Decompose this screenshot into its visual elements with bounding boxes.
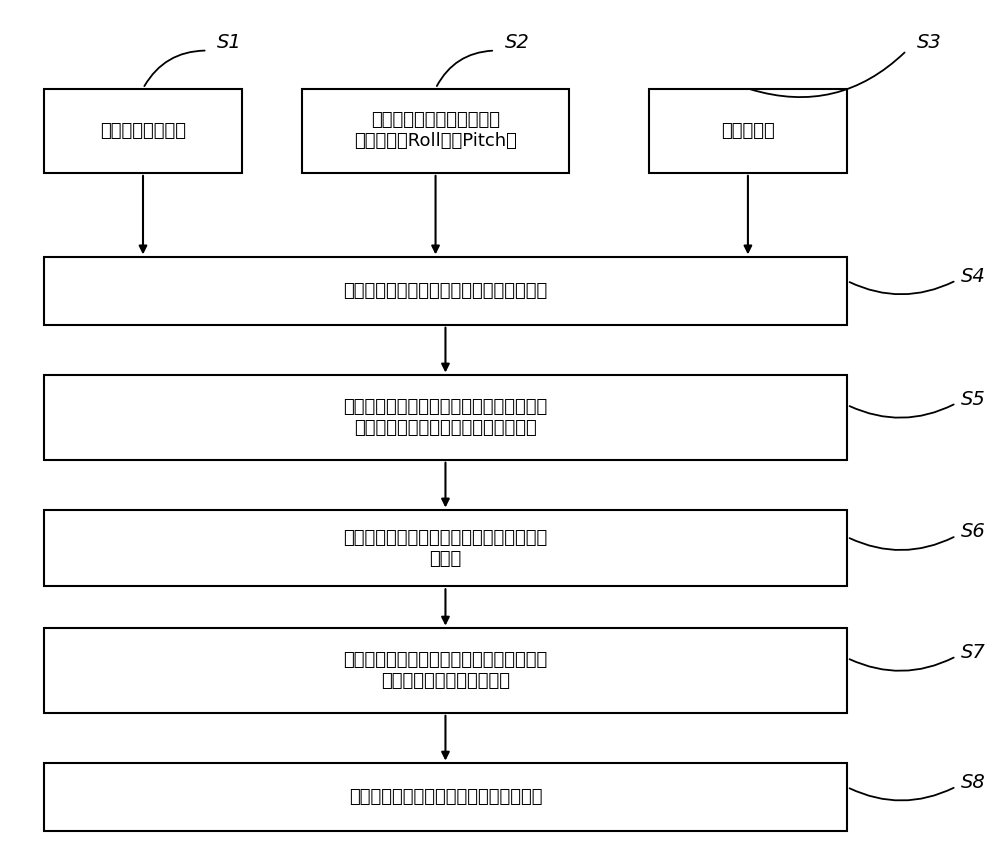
Text: S3: S3 bbox=[917, 32, 941, 52]
Text: 对于每两幅图像建立一个关于惯性传感器坐
标系到摄像机坐标系旋转矩阵的方程组: 对于每两幅图像建立一个关于惯性传感器坐 标系到摄像机坐标系旋转矩阵的方程组 bbox=[343, 398, 548, 437]
Text: 标定摄像头内参数: 标定摄像头内参数 bbox=[100, 122, 186, 140]
Text: S8: S8 bbox=[961, 773, 986, 792]
FancyBboxPatch shape bbox=[44, 257, 847, 325]
FancyBboxPatch shape bbox=[44, 376, 847, 460]
FancyBboxPatch shape bbox=[302, 89, 569, 173]
Text: 计算地磁坐标系到世界坐标系的旋转矩阵: 计算地磁坐标系到世界坐标系的旋转矩阵 bbox=[349, 788, 542, 806]
Text: S5: S5 bbox=[961, 389, 986, 408]
Text: S4: S4 bbox=[961, 267, 986, 285]
FancyBboxPatch shape bbox=[44, 510, 847, 586]
FancyBboxPatch shape bbox=[44, 89, 242, 173]
Text: S6: S6 bbox=[961, 522, 986, 541]
Text: S1: S1 bbox=[217, 32, 242, 52]
Text: S7: S7 bbox=[961, 642, 986, 662]
Text: 对于每幅图像建立一个关于地磁坐标系到世
界坐标系旋转矩阵的方程组: 对于每幅图像建立一个关于地磁坐标系到世 界坐标系旋转矩阵的方程组 bbox=[343, 651, 548, 690]
Text: 定义坐标系: 定义坐标系 bbox=[721, 122, 775, 140]
Text: 计算世界坐标系到摄像机坐标系的旋转矩阵: 计算世界坐标系到摄像机坐标系的旋转矩阵 bbox=[343, 282, 548, 300]
Text: 计算惯性传感器坐标系到摄像机坐标系的旋
转矩阵: 计算惯性传感器坐标系到摄像机坐标系的旋 转矩阵 bbox=[343, 529, 548, 567]
Text: 拍摄多幅图像，记录惯性传
感器输出的Roll角和Pitch角: 拍摄多幅图像，记录惯性传 感器输出的Roll角和Pitch角 bbox=[354, 112, 517, 150]
FancyBboxPatch shape bbox=[649, 89, 847, 173]
FancyBboxPatch shape bbox=[44, 763, 847, 831]
FancyBboxPatch shape bbox=[44, 629, 847, 713]
Text: S2: S2 bbox=[505, 32, 530, 52]
